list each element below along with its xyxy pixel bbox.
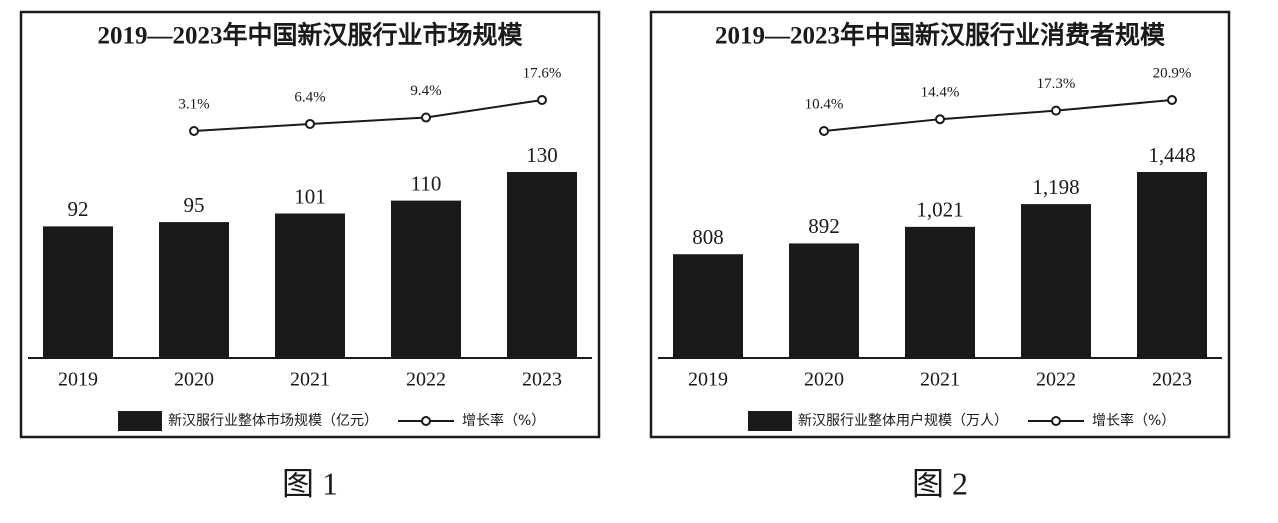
- bar-value-label: 1,198: [1032, 175, 1079, 199]
- x-tick-label: 2019: [58, 369, 98, 391]
- legend-label: 新汉服行业整体用户规模（万人）: [798, 412, 1008, 429]
- legend: 新汉服行业整体用户规模（万人） 增长率（%）: [748, 411, 1175, 431]
- legend-marker: [421, 416, 431, 426]
- growth-point: [189, 126, 199, 136]
- x-tick-label: 2023: [522, 369, 562, 391]
- growth-value-label: 6.4%: [294, 89, 325, 105]
- growth-line: [193, 99, 543, 132]
- growth-point: [935, 114, 945, 125]
- growth-point: [537, 95, 547, 105]
- growth-point: [1167, 95, 1177, 105]
- growth-value-label: 3.1%: [178, 96, 209, 112]
- growth-point: [819, 126, 829, 136]
- growth-value-label: 17.6%: [523, 65, 562, 81]
- bar-value-label: 92: [68, 197, 89, 221]
- legend-marker: [1051, 416, 1061, 426]
- x-tick-label: 2020: [804, 369, 844, 391]
- bar: [1021, 204, 1091, 358]
- bar-value-label: 101: [294, 184, 326, 208]
- bar-value-label: 95: [184, 193, 205, 217]
- bar: [507, 172, 577, 358]
- growth-value-label: 17.3%: [1037, 76, 1076, 92]
- bar-value-label: 110: [411, 171, 442, 195]
- growth-value-label: 9.4%: [410, 83, 441, 99]
- x-tick-label: 2022: [406, 369, 446, 391]
- growth-line: [823, 99, 1173, 132]
- x-tick-label: 2021: [290, 369, 330, 391]
- figure-caption: 图 1: [282, 465, 338, 501]
- bar: [789, 243, 859, 358]
- bar: [43, 226, 113, 358]
- legend: 新汉服行业整体市场规模（亿元） 增长率（%）: [118, 411, 545, 431]
- legend-swatch: [118, 411, 162, 431]
- legend-swatch: [748, 411, 792, 431]
- x-tick-label: 2019: [688, 369, 728, 391]
- growth-value-label: 20.9%: [1153, 65, 1192, 81]
- legend-label: 增长率（%）: [462, 412, 545, 429]
- growth-point: [305, 118, 315, 129]
- figure-caption: 图 2: [912, 465, 968, 501]
- bar-value-label: 808: [692, 225, 724, 249]
- x-tick-label: 2021: [920, 369, 960, 391]
- panel-frame: [19, 10, 601, 439]
- chart-panel: 2019—2023年中国新汉服行业消费者规模 2019 2020 2021 2022 20…: [649, 10, 1231, 501]
- x-tick-label: 2020: [174, 369, 214, 391]
- panel-frame: [649, 10, 1231, 439]
- bar-value-label: 892: [808, 214, 840, 238]
- growth-point: [421, 112, 431, 123]
- growth-value-label: 10.4%: [805, 96, 844, 112]
- chart-title: 2019—2023年中国新汉服行业市场规模: [97, 21, 523, 50]
- bar-value-label: 1,021: [916, 198, 963, 222]
- legend-label: 增长率（%）: [1092, 412, 1175, 429]
- bar: [673, 254, 743, 358]
- bar: [159, 222, 229, 358]
- chart-panel: 2019—2023年中国新汉服行业市场规模 2019 2020 2021 2022 202…: [19, 10, 601, 501]
- legend-label: 新汉服行业整体市场规模（亿元）: [168, 412, 378, 429]
- chart-title: 2019—2023年中国新汉服行业消费者规模: [715, 21, 1166, 50]
- bar: [1137, 172, 1207, 358]
- bar-value-label: 1,448: [1148, 143, 1195, 167]
- growth-value-label: 14.4%: [921, 85, 960, 101]
- x-tick-label: 2022: [1036, 369, 1076, 391]
- bar: [905, 226, 975, 358]
- bar: [275, 213, 345, 358]
- x-tick-label: 2023: [1152, 369, 1192, 391]
- bar-value-label: 130: [526, 143, 558, 167]
- growth-point: [1051, 105, 1061, 116]
- bar: [391, 200, 461, 358]
